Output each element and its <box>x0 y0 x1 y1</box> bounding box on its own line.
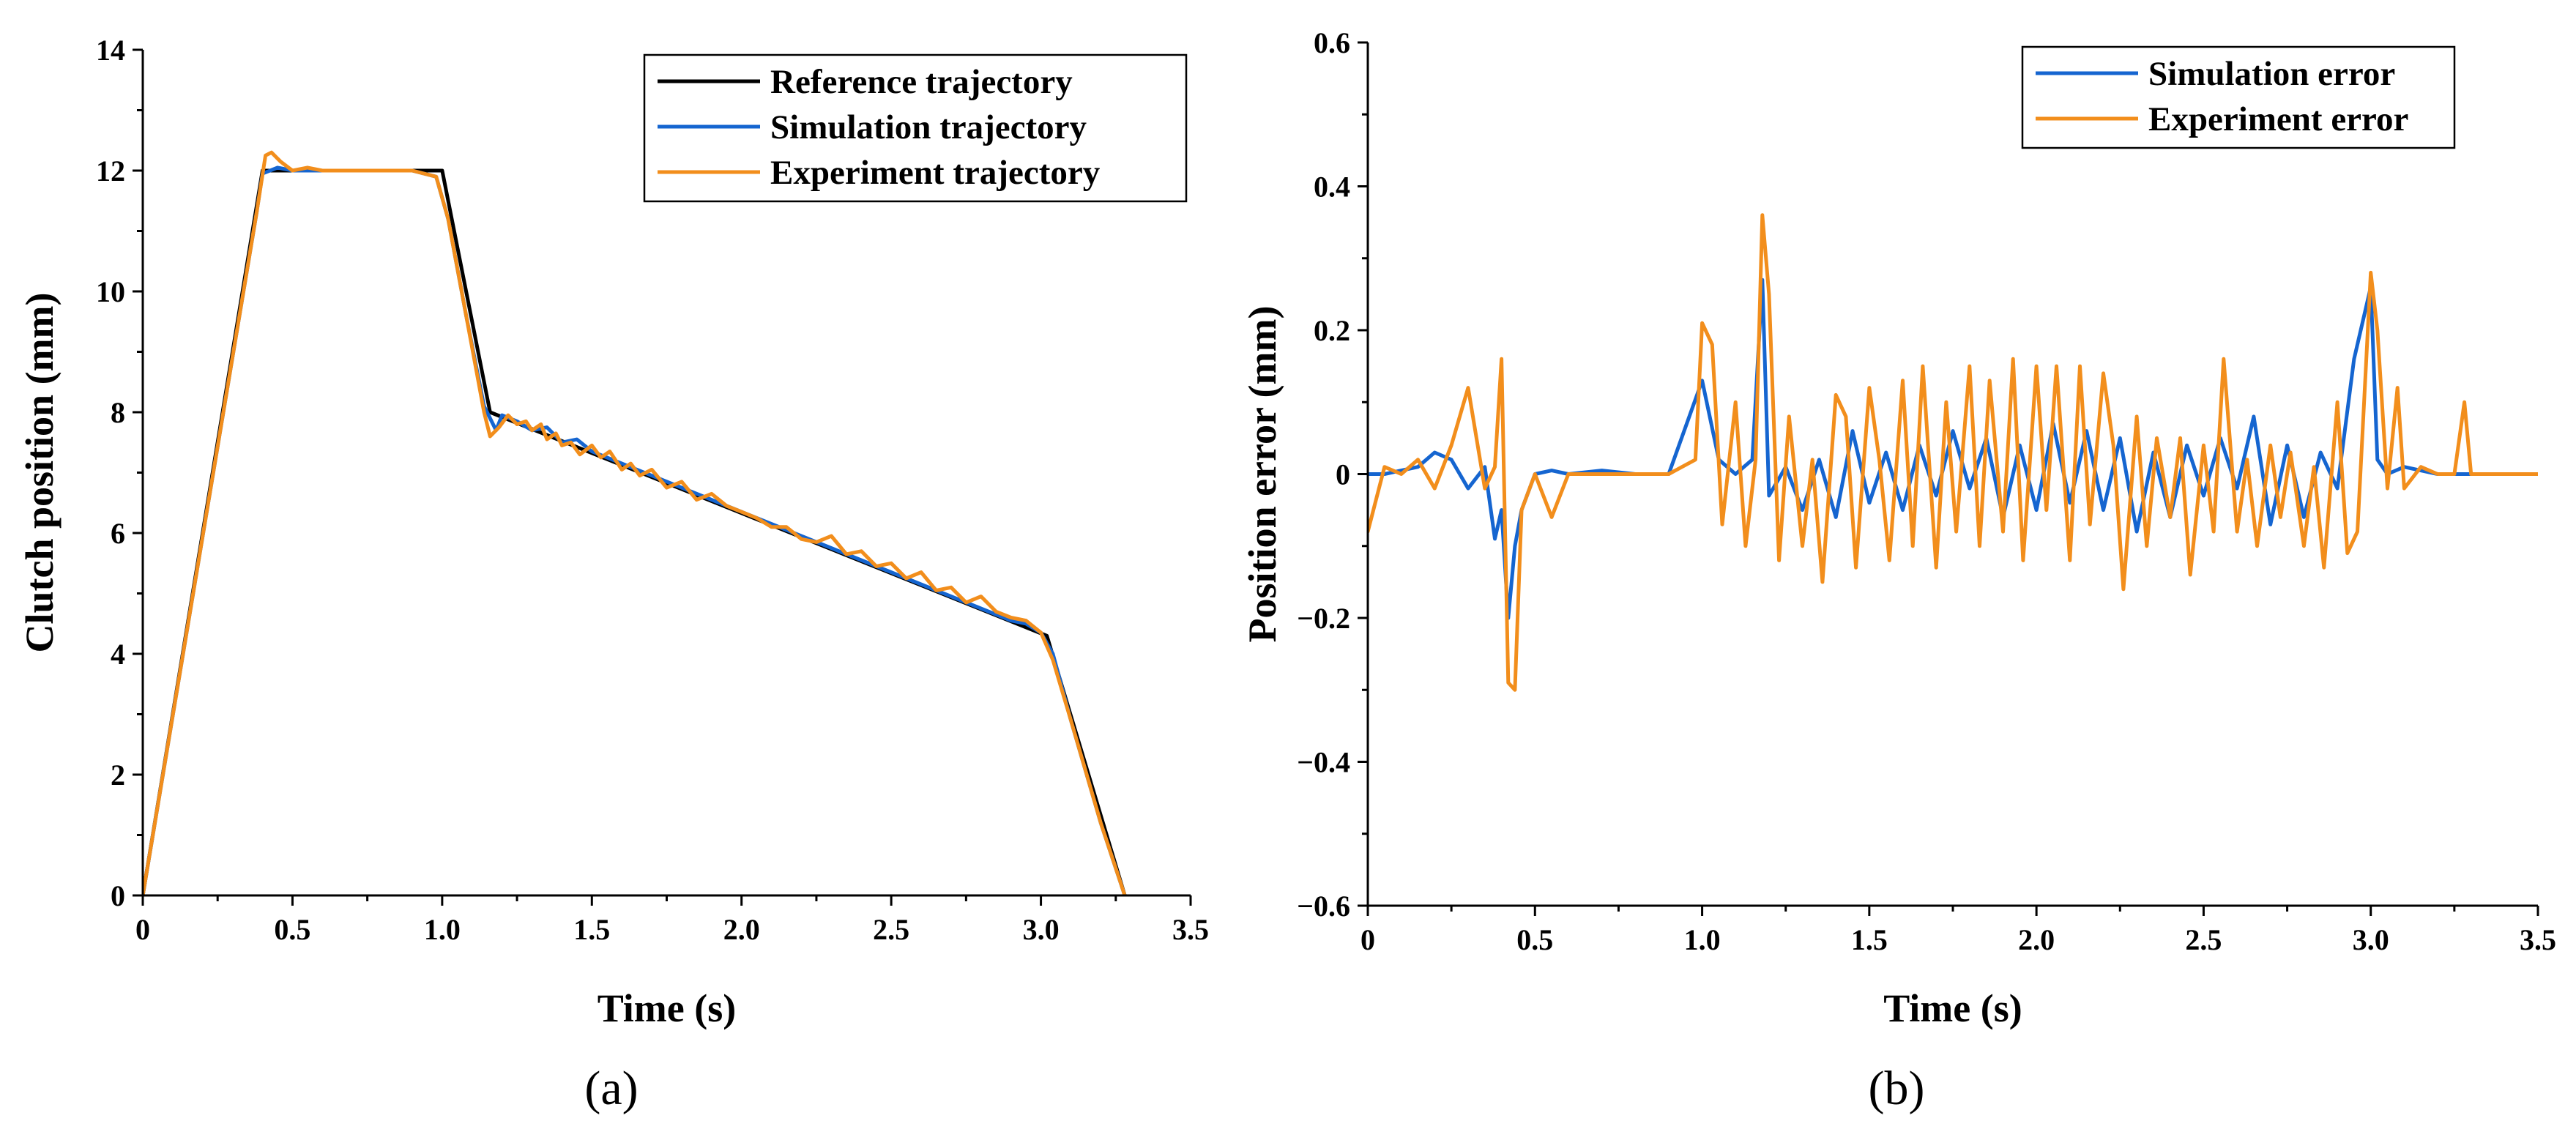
y-tick-label: 0.4 <box>1314 171 1350 204</box>
y-tick-label: 2 <box>111 759 125 791</box>
x-tick-label: 3.0 <box>2353 923 2389 956</box>
y-tick-label: 0 <box>111 879 125 912</box>
y-axis-title: Position error (mm) <box>1240 306 1284 643</box>
experiment-trajectory-line <box>143 150 1127 895</box>
x-tick-label: 2.5 <box>2185 923 2222 956</box>
y-axis-title: Clutch position (mm) <box>18 292 62 652</box>
panel-label: (a) <box>584 1062 638 1115</box>
x-tick-label: 1.0 <box>424 913 461 946</box>
chart-a-clutch-position: 0 0.5 1.0 1.5 2.0 2.5 3.0 3.5 0 2 4 6 8 10 12 14 Time (s… <box>18 34 1209 1115</box>
y-tick-label: −0.6 <box>1297 890 1350 923</box>
x-tick-label: 1.5 <box>1851 923 1888 956</box>
x-tick-label: 2.0 <box>2018 923 2055 956</box>
panel-label: (b) <box>1869 1062 1925 1115</box>
x-tick-label: 0 <box>135 913 150 946</box>
experiment-error-line <box>1368 213 2538 692</box>
simulation-trajectory-line <box>143 165 1127 895</box>
x-tick-label: 3.5 <box>2520 923 2556 956</box>
x-tick-label: 1.5 <box>573 913 610 946</box>
legend-label: Simulation error <box>2148 55 2395 93</box>
y-tick-label: −0.4 <box>1297 746 1350 779</box>
y-tick-label: 10 <box>96 275 125 308</box>
x-tick-label: 3.5 <box>1172 913 1209 946</box>
legend-label: Reference trajectory <box>770 63 1073 101</box>
series-group <box>1368 213 2538 692</box>
y-tick-label: −0.2 <box>1297 602 1350 635</box>
legend-label: Simulation trajectory <box>770 108 1087 146</box>
series-group <box>143 150 1127 895</box>
x-tick-label: 0.5 <box>1516 923 1553 956</box>
chart-b-position-error: 0 0.5 1.0 1.5 2.0 2.5 3.0 3.5 −0.6 −0.4 −0.2 0 0.2 0.… <box>1240 26 2556 1115</box>
x-tick-label: 3.0 <box>1023 913 1060 946</box>
legend: Reference trajectory Simulation trajector… <box>643 53 1188 203</box>
y-tick-label: 12 <box>96 154 125 187</box>
y-tick-label: 4 <box>111 638 125 671</box>
x-tick-label: 2.0 <box>723 913 760 946</box>
y-tick-label: 0.6 <box>1314 26 1350 59</box>
x-axis-title: Time (s) <box>1883 986 2022 1030</box>
x-tick-label: 2.5 <box>873 913 909 946</box>
y-tick-label: 8 <box>111 396 125 429</box>
y-tick-label: 0 <box>1336 458 1350 491</box>
y-tick-label: 0.2 <box>1314 314 1350 347</box>
y-tick-label: 14 <box>96 34 125 67</box>
x-tick-label: 1.0 <box>1684 923 1721 956</box>
x-tick-label: 0 <box>1360 923 1375 956</box>
legend: Simulation error Experiment error <box>2021 45 2456 149</box>
reference-trajectory-line <box>143 168 1127 895</box>
legend-label: Experiment error <box>2148 100 2408 138</box>
x-tick-label: 0.5 <box>274 913 310 946</box>
legend-label: Experiment trajectory <box>770 154 1101 192</box>
x-axis-title: Time (s) <box>598 986 736 1030</box>
y-tick-label: 6 <box>111 517 125 550</box>
legend-box <box>2021 45 2456 149</box>
